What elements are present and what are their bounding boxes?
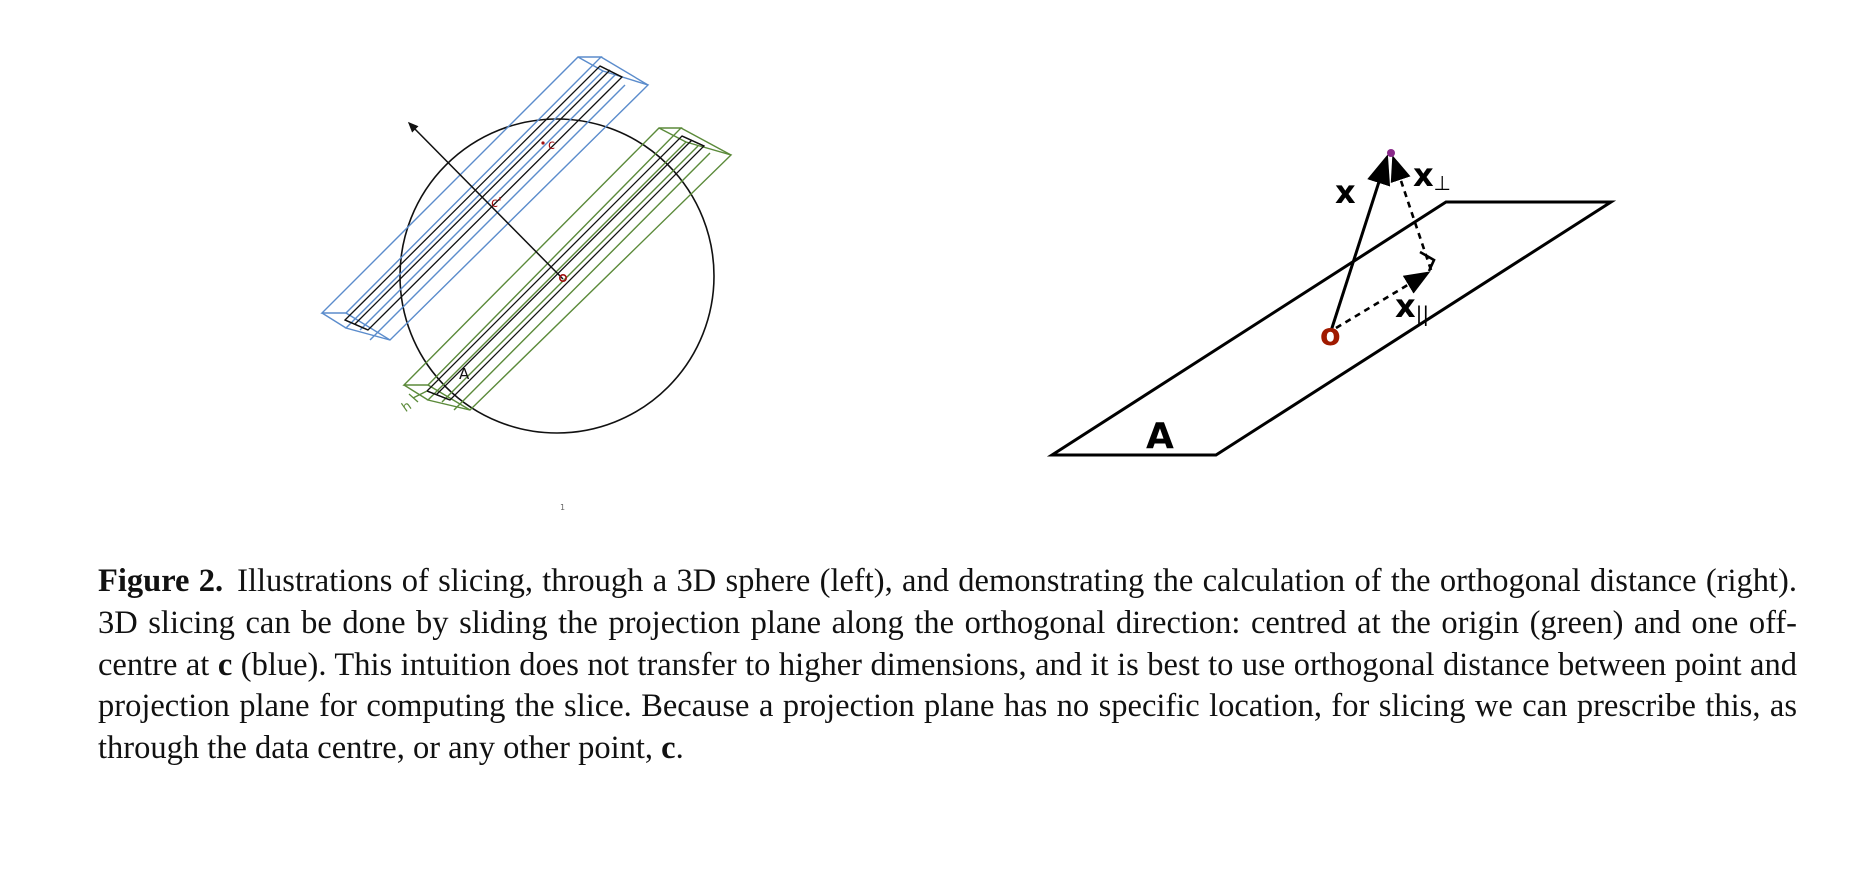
sphere-outline bbox=[399, 118, 715, 434]
figure-label: Figure 2. bbox=[98, 563, 224, 599]
vector-tip-point bbox=[1387, 149, 1395, 157]
perp-subscript: ⊥ bbox=[1434, 171, 1451, 195]
caption-text-2: (blue). This intuition does not transfer… bbox=[98, 646, 1797, 767]
right-angle-marker bbox=[1419, 250, 1436, 272]
slab-thickness-marker bbox=[408, 390, 428, 403]
label-x-parallel: x|| bbox=[1395, 287, 1429, 326]
vector-x-perp bbox=[1390, 155, 1433, 271]
figure-caption: Figure 2. Illustrations of slicing, throu… bbox=[98, 561, 1797, 770]
green-slab-inner bbox=[425, 135, 706, 401]
centre-point bbox=[541, 141, 545, 145]
caption-text-1: Illustrations of slicing, through a 3D s… bbox=[98, 563, 1797, 683]
label-A-left: A bbox=[459, 365, 470, 383]
blue-offcentre-slab bbox=[320, 56, 650, 341]
parallel-subscript: || bbox=[1416, 302, 1429, 326]
label-x-perp: x⊥ bbox=[1413, 156, 1451, 195]
blue-slab-inner bbox=[343, 65, 624, 331]
label-x: x bbox=[1335, 173, 1356, 211]
label-c: c bbox=[548, 138, 555, 153]
projection-plane bbox=[1046, 200, 1617, 457]
label-A-plane: A bbox=[1146, 416, 1174, 457]
caption-text-3: . bbox=[675, 730, 684, 767]
caption-bold-c-2: c bbox=[661, 730, 676, 767]
label-origin: o bbox=[1320, 318, 1341, 353]
green-centred-slab bbox=[402, 127, 733, 411]
label-h: h bbox=[399, 399, 414, 416]
origin-point bbox=[558, 273, 567, 282]
vector-x bbox=[1329, 154, 1391, 332]
label-c-prime: c' bbox=[491, 196, 502, 211]
vector-x-parallel bbox=[1335, 271, 1431, 330]
caption-bold-c-1: c bbox=[217, 646, 233, 683]
orthogonal-direction-arrow bbox=[407, 121, 564, 280]
page-mark: 1 bbox=[560, 503, 565, 512]
